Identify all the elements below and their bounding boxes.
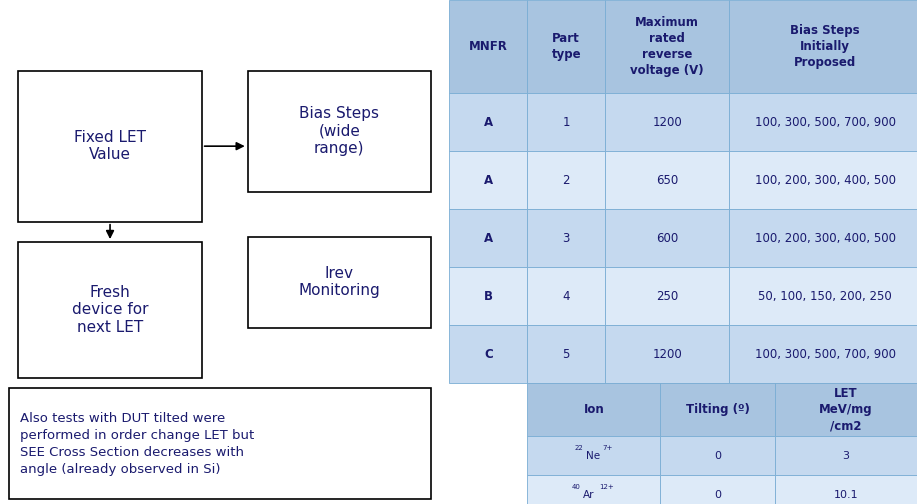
Text: 1: 1 <box>562 116 570 129</box>
FancyBboxPatch shape <box>18 71 202 222</box>
Text: 2: 2 <box>562 174 570 186</box>
Text: Fixed LET
Value: Fixed LET Value <box>74 130 146 162</box>
Text: 100, 200, 300, 400, 500: 100, 200, 300, 400, 500 <box>755 174 896 186</box>
Text: 5: 5 <box>562 348 570 360</box>
FancyBboxPatch shape <box>527 383 660 436</box>
FancyBboxPatch shape <box>605 267 729 325</box>
Text: 100, 300, 500, 700, 900: 100, 300, 500, 700, 900 <box>755 348 896 360</box>
Text: Tilting (º): Tilting (º) <box>686 403 749 416</box>
FancyBboxPatch shape <box>527 267 605 325</box>
FancyBboxPatch shape <box>449 267 527 325</box>
FancyBboxPatch shape <box>449 151 527 209</box>
Text: Maximum
rated
reverse
voltage (V): Maximum rated reverse voltage (V) <box>630 16 704 77</box>
FancyBboxPatch shape <box>775 475 917 504</box>
Text: B: B <box>484 290 492 302</box>
FancyBboxPatch shape <box>729 209 917 267</box>
FancyBboxPatch shape <box>729 93 917 151</box>
Text: 1200: 1200 <box>652 348 682 360</box>
Text: Bias Steps
Initially
Proposed: Bias Steps Initially Proposed <box>790 24 860 69</box>
FancyBboxPatch shape <box>527 475 660 504</box>
Text: 0: 0 <box>714 490 721 500</box>
FancyBboxPatch shape <box>527 325 605 383</box>
FancyBboxPatch shape <box>729 0 917 93</box>
FancyBboxPatch shape <box>729 325 917 383</box>
FancyBboxPatch shape <box>9 388 431 499</box>
Text: 650: 650 <box>656 174 679 186</box>
Text: 3: 3 <box>562 232 570 244</box>
Text: 22: 22 <box>574 445 583 451</box>
Text: A: A <box>484 174 492 186</box>
FancyBboxPatch shape <box>449 0 527 93</box>
FancyBboxPatch shape <box>605 93 729 151</box>
FancyBboxPatch shape <box>660 436 775 475</box>
FancyBboxPatch shape <box>605 0 729 93</box>
Text: Irev
Monitoring: Irev Monitoring <box>298 266 381 298</box>
FancyBboxPatch shape <box>775 383 917 436</box>
FancyBboxPatch shape <box>605 209 729 267</box>
Text: 12+: 12+ <box>600 484 614 490</box>
Text: 10.1: 10.1 <box>834 490 858 500</box>
FancyBboxPatch shape <box>248 71 431 192</box>
FancyBboxPatch shape <box>605 325 729 383</box>
FancyBboxPatch shape <box>18 242 202 378</box>
Text: A: A <box>484 116 492 129</box>
Text: 1200: 1200 <box>652 116 682 129</box>
FancyBboxPatch shape <box>449 325 527 383</box>
Text: 50, 100, 150, 200, 250: 50, 100, 150, 200, 250 <box>758 290 892 302</box>
Text: LET
MeV/mg
/cm2: LET MeV/mg /cm2 <box>819 387 873 432</box>
FancyBboxPatch shape <box>527 93 605 151</box>
FancyBboxPatch shape <box>248 237 431 328</box>
FancyBboxPatch shape <box>775 436 917 475</box>
Text: Also tests with DUT tilted were
performed in order change LET but
SEE Cross Sect: Also tests with DUT tilted were performe… <box>20 412 254 475</box>
FancyBboxPatch shape <box>660 475 775 504</box>
FancyBboxPatch shape <box>527 209 605 267</box>
Text: Bias Steps
(wide
range): Bias Steps (wide range) <box>299 106 380 156</box>
FancyBboxPatch shape <box>527 436 660 475</box>
Text: Ar: Ar <box>583 490 595 500</box>
Text: 7+: 7+ <box>602 445 613 451</box>
Text: Fresh
device for
next LET: Fresh device for next LET <box>72 285 149 335</box>
Text: 4: 4 <box>562 290 570 302</box>
Text: C: C <box>484 348 492 360</box>
FancyBboxPatch shape <box>729 267 917 325</box>
FancyBboxPatch shape <box>660 383 775 436</box>
FancyBboxPatch shape <box>449 209 527 267</box>
Text: 250: 250 <box>656 290 679 302</box>
Text: Part
type: Part type <box>551 32 581 61</box>
Text: 40: 40 <box>571 484 580 490</box>
Text: 600: 600 <box>656 232 679 244</box>
FancyBboxPatch shape <box>449 93 527 151</box>
Text: Ne: Ne <box>586 451 600 461</box>
FancyBboxPatch shape <box>605 151 729 209</box>
Text: MNFR: MNFR <box>469 40 508 53</box>
FancyBboxPatch shape <box>527 0 605 93</box>
Text: 3: 3 <box>843 451 849 461</box>
Text: A: A <box>484 232 492 244</box>
Text: 0: 0 <box>714 451 721 461</box>
Text: Ion: Ion <box>583 403 604 416</box>
FancyBboxPatch shape <box>527 151 605 209</box>
Text: 100, 200, 300, 400, 500: 100, 200, 300, 400, 500 <box>755 232 896 244</box>
FancyBboxPatch shape <box>729 151 917 209</box>
Text: 100, 300, 500, 700, 900: 100, 300, 500, 700, 900 <box>755 116 896 129</box>
